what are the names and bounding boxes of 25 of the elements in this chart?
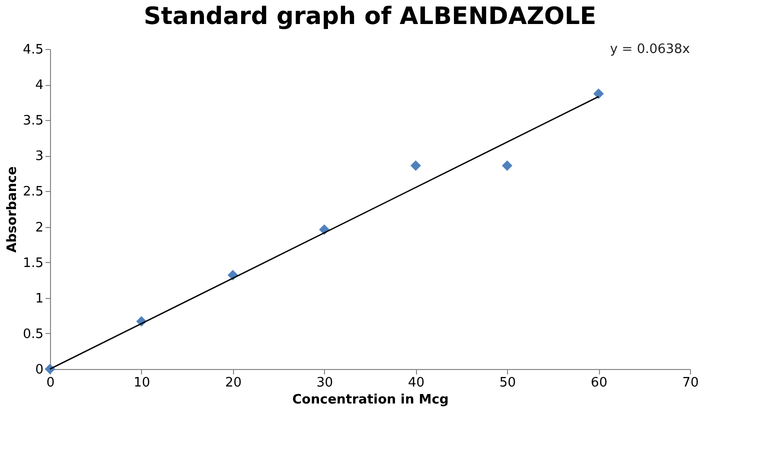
y-tick-label: 1 xyxy=(35,291,44,306)
y-tick-label: 4 xyxy=(35,78,44,94)
y-tick-label: 0 xyxy=(35,362,44,378)
x-tick-label: 50 xyxy=(499,376,516,390)
y-tick-label: 3.5 xyxy=(22,114,44,129)
y-axis-title: Absorbance xyxy=(4,166,20,253)
x-tick-label: 40 xyxy=(408,376,424,390)
point xyxy=(593,88,604,100)
point xyxy=(502,160,512,171)
y-tick-label: 0.5 xyxy=(22,326,44,342)
annotation: y = 0.0638x xyxy=(610,42,690,57)
y-tick-label: 3 xyxy=(35,149,44,164)
point xyxy=(410,160,421,171)
y-tick-label: 2.5 xyxy=(22,184,44,200)
x-tick-label: 70 xyxy=(682,376,699,390)
y-tick-label: 4.5 xyxy=(22,42,44,58)
y-tick-label: 1.5 xyxy=(22,256,44,271)
y-tick-label: 2 xyxy=(35,220,44,236)
x-tick-label: 30 xyxy=(316,376,334,390)
x-tick-label: 10 xyxy=(134,376,150,390)
x-tick-label: 0 xyxy=(46,376,55,390)
x-tick-label: 60 xyxy=(590,376,608,390)
x-axis-title: Concentration in Mcg xyxy=(292,392,449,408)
x-tick-label: 20 xyxy=(225,376,242,390)
chart-title: Standard graph of ALBENDAZOLE xyxy=(144,2,596,30)
